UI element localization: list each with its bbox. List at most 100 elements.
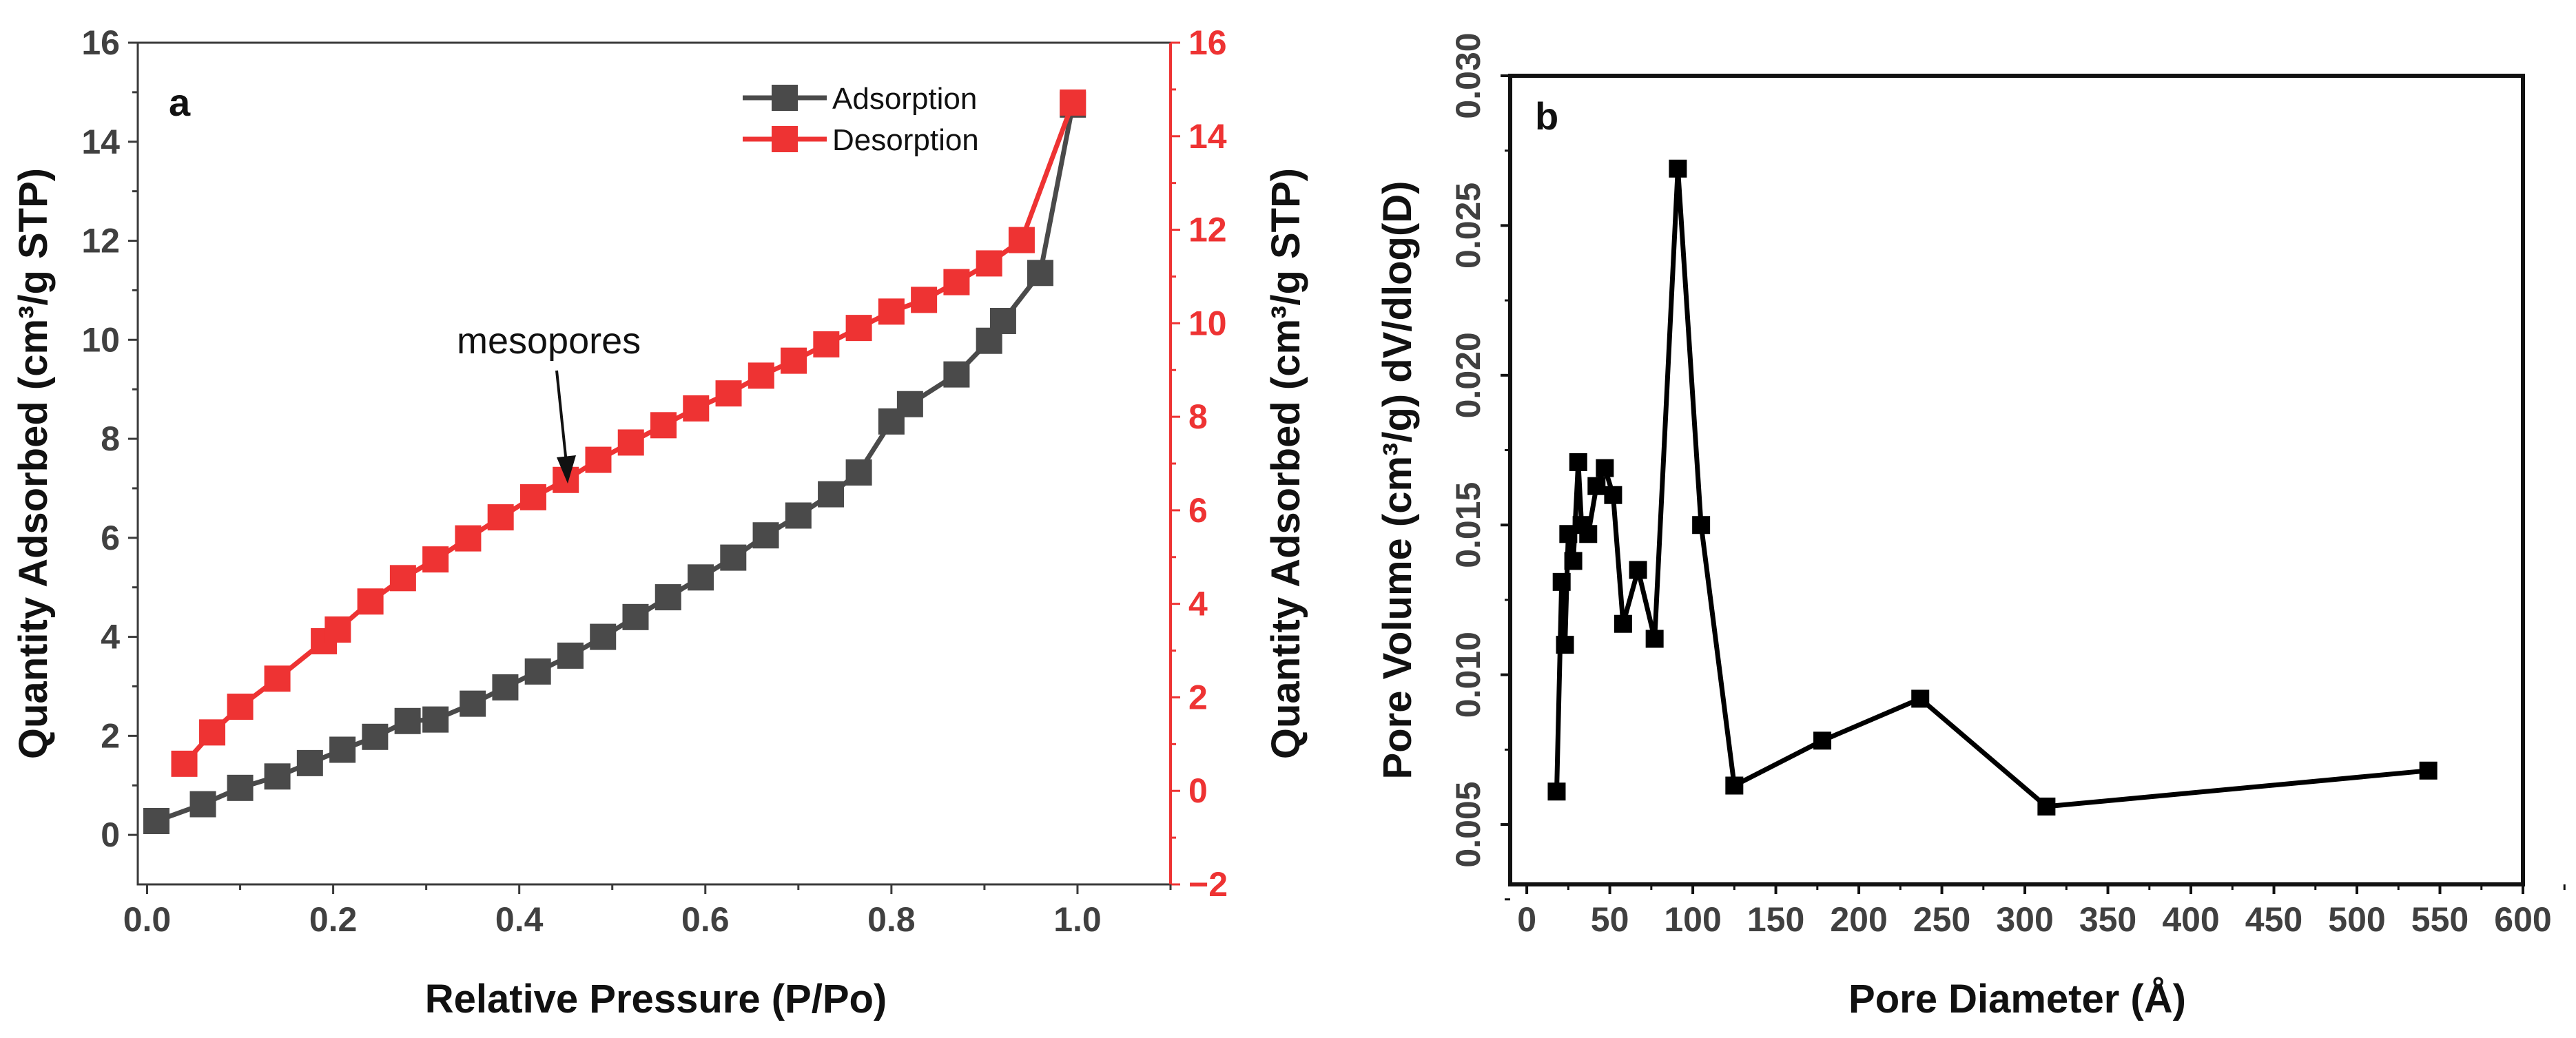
pore-distribution-point <box>1725 776 1744 795</box>
y-axis-title-b: Pore Volume (cm³/g) dV/dlog(D) <box>1375 181 1420 780</box>
adsorption-point <box>989 307 1016 334</box>
pore-distribution-point <box>1569 453 1587 471</box>
adsorption-point <box>227 774 254 801</box>
adsorption-line <box>155 104 1075 824</box>
adsorption-point <box>785 502 812 529</box>
left-y-tick-label: 6 <box>101 519 120 557</box>
legend-desorption-label: Desorption <box>832 123 979 157</box>
desorption-point <box>715 380 742 407</box>
desorption-point <box>781 347 807 374</box>
plot-frame-a <box>136 41 1172 886</box>
y-tick-label-b: 0.030 <box>1449 32 1487 118</box>
right-y-tick-label: 6 <box>1188 491 1208 530</box>
panel-label-b: b <box>1535 94 1558 138</box>
y-axis-ticks-b: 0.005 0.010 0.015 0.020 0.025 0.030 <box>1449 32 1510 901</box>
desorption-point <box>519 484 546 510</box>
y-axis-title-a-left: Quantity Adsorbed (cm³/g STP) <box>11 168 56 759</box>
right-y-tick-label: 14 <box>1188 117 1227 156</box>
adsorption-point <box>655 584 681 611</box>
desorption-point <box>911 287 938 313</box>
x-tick-label-b: 400 <box>2162 900 2219 939</box>
right-y-tick-label: 16 <box>1188 23 1227 62</box>
x-tick-label-a: 1.0 <box>1053 900 1102 939</box>
x-tick-label-a: 0.0 <box>123 900 172 939</box>
desorption-point <box>227 694 254 720</box>
desorption-point <box>748 362 774 389</box>
adsorption-point <box>362 723 389 750</box>
pore-distribution-point <box>1552 572 1571 591</box>
desorption-point <box>324 616 351 643</box>
pore-distribution-line <box>1554 166 2429 809</box>
plot-frame-b <box>1508 74 2525 886</box>
right-y-tick-label: 2 <box>1188 678 1208 716</box>
left-y-tick-label: 0 <box>101 816 120 854</box>
x-tick-label-a: 0.6 <box>681 900 730 939</box>
adsorption-point <box>557 642 584 669</box>
adsorption-point <box>524 658 551 685</box>
right-y-axis-ticks: −2 0 2 4 6 8 10 12 14 16 <box>1171 23 1228 904</box>
left-y-tick-label: 4 <box>101 618 120 656</box>
right-y-tick-label: 8 <box>1188 397 1208 436</box>
desorption-point <box>813 331 840 357</box>
y-tick-label-b: 0.010 <box>1449 632 1487 718</box>
adsorption-point <box>688 564 714 591</box>
adsorption-point <box>264 763 291 790</box>
y-tick-label-b: 0.005 <box>1449 781 1487 867</box>
mesopores-arrowhead <box>557 455 576 484</box>
right-y-tick-label: 10 <box>1188 304 1227 342</box>
x-tick-label-b: 500 <box>2328 900 2385 939</box>
x-tick-label-b: 450 <box>2245 900 2302 939</box>
x-tick-label-b: 600 <box>2494 900 2551 939</box>
desorption-point <box>171 750 198 777</box>
x-tick-label-b: 0 <box>1517 900 1536 939</box>
adsorption-point <box>296 749 323 776</box>
x-tick-label-b: 300 <box>1996 900 2053 939</box>
left-y-tick-label: 2 <box>101 716 120 755</box>
adsorption-point <box>720 544 747 571</box>
desorption-point <box>389 565 416 592</box>
x-tick-label-b: 200 <box>1830 900 1887 939</box>
pore-distribution-point <box>1547 782 1566 801</box>
left-y-tick-label: 16 <box>81 23 120 62</box>
panel-label-a: a <box>169 81 191 124</box>
left-y-tick-label: 14 <box>81 123 120 161</box>
pore-distribution-point <box>1629 561 1647 579</box>
desorption-point <box>455 525 482 552</box>
pore-distribution-point <box>1645 630 1664 648</box>
mesopores-arrow-line <box>555 370 568 464</box>
x-tick-label-a: 0.8 <box>867 900 916 939</box>
pore-distribution-point <box>1911 689 1930 708</box>
x-axis-title-a: Relative Pressure (P/Po) <box>425 977 887 1021</box>
x-tick-label-b: 350 <box>2079 900 2136 939</box>
desorption-point <box>683 395 710 422</box>
adsorption-point <box>752 522 779 549</box>
x-axis-ticks-b: 0 50 100 150 200 250 300 350 400 450 500 550 600 <box>1517 884 2566 939</box>
left-y-tick-label: 10 <box>81 320 120 359</box>
series-group-a <box>143 89 1086 834</box>
left-y-tick-label: 12 <box>81 222 120 260</box>
pore-distribution-point <box>1596 459 1614 477</box>
x-tick-label-b: 550 <box>2411 900 2469 939</box>
x-axis-title-b: Pore Diameter (Å) <box>1848 977 2186 1021</box>
adsorption-point <box>1027 260 1053 287</box>
right-y-tick-label: −2 <box>1188 865 1228 904</box>
x-tick-label-a: 0.4 <box>495 900 544 939</box>
pore-distribution-point <box>1692 516 1711 534</box>
chart-panel-b: 0.005 0.010 0.015 0.020 0.025 0.030 0 50 100 150… <box>1375 32 2566 1021</box>
x-axis-ticks-a: 0.0 0.2 0.4 0.6 0.8 1.0 <box>123 884 1172 939</box>
adsorption-point <box>845 459 872 486</box>
pore-distribution-point <box>1669 159 1687 178</box>
x-tick-label-b: 150 <box>1747 900 1804 939</box>
adsorption-point <box>590 623 617 650</box>
desorption-point <box>1060 89 1086 116</box>
adsorption-point <box>943 361 970 388</box>
desorption-point <box>585 446 612 473</box>
legend-desorption-marker <box>772 126 798 152</box>
desorption-point <box>1008 227 1035 253</box>
y-axis-title-a-right: Quantity Adsorbed (cm³/g STP) <box>1264 168 1308 759</box>
adsorption-point <box>896 391 923 417</box>
desorption-point <box>357 588 384 615</box>
legend-adsorption-label: Adsorption <box>832 82 977 116</box>
